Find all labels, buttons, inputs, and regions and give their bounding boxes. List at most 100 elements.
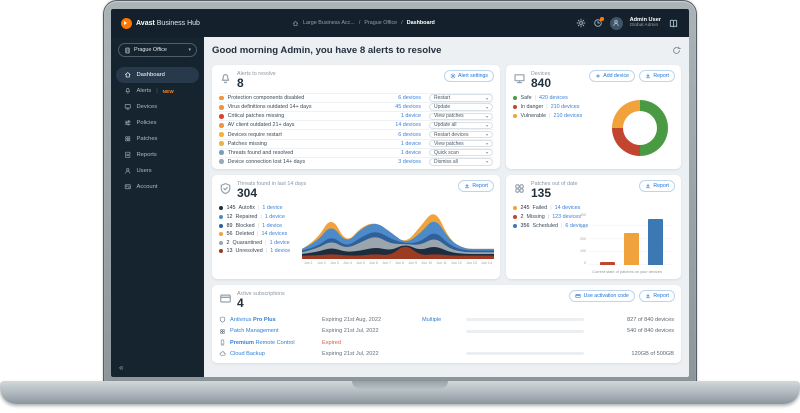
action-select[interactable]: View patches ▾ (429, 112, 493, 121)
subscription-name-link[interactable]: Patch Management (230, 328, 279, 335)
action-select[interactable]: Restart devices ▾ (429, 130, 493, 139)
sidebar-item[interactable]: Patches | (116, 131, 199, 147)
page-greeting: Good morning Admin, you have 8 alerts to… (212, 45, 442, 56)
devices-legend: Safe | 420 devices In danger | 210 devic… (513, 94, 674, 120)
patches-count: 135 (531, 186, 552, 201)
legend-devices-link[interactable]: 123 devices (552, 213, 581, 220)
breadcrumb-site[interactable]: Prague Office (364, 20, 398, 26)
sidebar-item-label: Alerts (136, 88, 152, 94)
sidebar: Prague Office ▾ Dashboard | (111, 37, 204, 377)
subscription-expiry: Expired (322, 339, 341, 346)
legend-row: 145 Autofix | 1 device (219, 204, 493, 213)
sidebar-item-icon (124, 135, 132, 143)
legend-devices-link[interactable]: 14 devices (554, 205, 581, 212)
alert-devices-link[interactable]: 1 device (400, 140, 421, 147)
alert-devices-link[interactable]: 6 devices (398, 95, 421, 102)
sidebar-item[interactable]: Account | (116, 179, 199, 195)
sidebar-item-icon (124, 87, 132, 95)
use-activation-code-button[interactable]: Use activation code (569, 290, 635, 302)
legend-devices-link[interactable]: 1 device (262, 222, 283, 229)
alert-devices-link[interactable]: 3 devices (398, 158, 421, 165)
subscription-row: Cloud Backup Expiring 21st Jul, 2022 120… (219, 348, 674, 359)
patches-card-title: Patches out of date (531, 181, 578, 187)
subscription-row: Patch Management Expiring 21st Jul, 2022… (219, 325, 674, 336)
sidebar-item[interactable]: Alerts | NEW (116, 83, 199, 99)
alert-devices-link[interactable]: 45 devices (395, 104, 421, 111)
sidebar-item[interactable]: Reports | (116, 147, 199, 163)
subscription-name-link[interactable]: Premium Remote Control (230, 339, 295, 346)
severity-icon (219, 132, 224, 137)
action-select[interactable]: Update ▾ (429, 103, 493, 112)
action-select[interactable]: Dismiss all ▾ (429, 157, 493, 166)
sidebar-item[interactable]: Users | (116, 163, 199, 179)
legend-devices-link[interactable]: 1 device (264, 213, 285, 220)
action-select[interactable]: Quick scan ▾ (429, 148, 493, 157)
alert-devices-link[interactable]: 6 devices (398, 131, 421, 138)
legend-devices-link[interactable]: 210 devices (553, 112, 583, 119)
subscription-name-link[interactable]: Antivirus Pro Plus (230, 316, 276, 323)
notifications-icon[interactable] (593, 17, 604, 28)
legend-dot (219, 240, 223, 245)
subscription-usage-value: 120GB of 500GB (631, 350, 674, 357)
subscriptions-report-button[interactable]: Report (638, 290, 675, 302)
alert-row: Device connection lost 14+ days 3 device… (219, 156, 493, 166)
alert-devices-link[interactable]: 1 device (400, 113, 421, 120)
legend-devices-link[interactable]: 420 devices (539, 95, 568, 102)
threats-report-button[interactable]: Report (457, 180, 494, 192)
brand-name: Avast Business Hub (136, 19, 200, 27)
devices-donut-chart (612, 100, 668, 156)
legend-devices-link[interactable]: 1 device (262, 205, 283, 212)
devices-report-button[interactable]: Report (638, 70, 675, 82)
bar-chart-bars (589, 213, 673, 265)
alert-settings-button[interactable]: Alert settings (443, 70, 494, 82)
alert-label: Threats found and resolved (227, 149, 294, 156)
brand-logo[interactable]: Avast Business Hub (121, 17, 200, 29)
action-select[interactable]: Restart ▾ (429, 94, 493, 102)
legend-devices-link[interactable]: 1 device (269, 239, 290, 246)
site-selector[interactable]: Prague Office ▾ (118, 43, 197, 57)
subscription-row: Antivirus Pro Plus Expiring 21st Aug, 20… (219, 314, 674, 325)
new-badge: NEW (162, 88, 174, 94)
sidebar-item-icon (124, 167, 132, 175)
legend-dot (219, 249, 223, 254)
legend-dot (219, 232, 223, 237)
legend-dot (513, 104, 517, 109)
subscription-name-link[interactable]: Cloud Backup (230, 350, 265, 357)
refresh-icon[interactable] (672, 46, 681, 55)
legend-devices-link[interactable]: 210 devices (550, 103, 580, 110)
legend-devices-link[interactable]: 14 devices (261, 231, 288, 238)
legend-row: 356 Scheduled | 6 devices (513, 221, 674, 230)
alert-row: Threats found and resolved 1 device Quic… (219, 147, 493, 157)
sidebar-collapse-button[interactable]: « (119, 363, 124, 372)
severity-icon (219, 159, 224, 165)
sidebar-item-label: Reports (136, 152, 157, 158)
sidebar-item-icon (124, 151, 132, 159)
legend-devices-link[interactable]: 1 device (270, 248, 291, 255)
subscription-multiple-link[interactable]: Multiple (422, 316, 442, 323)
alert-label: Devices require restart (227, 131, 282, 138)
alert-devices-link[interactable]: 14 devices (395, 122, 421, 129)
severity-icon (219, 95, 224, 101)
sidebar-item[interactable]: Devices | (116, 99, 199, 115)
breadcrumb-separator: / (401, 20, 403, 26)
subscription-usage-value: 827 of 840 devices (627, 316, 674, 323)
sidebar-item[interactable]: Policies | (116, 115, 199, 131)
breadcrumb-account[interactable]: Large Business Acc... (302, 20, 355, 26)
alert-devices-link[interactable]: 1 device (400, 149, 421, 156)
legend-row: 2 Quarantined | 1 device (219, 238, 493, 247)
legend-devices-link[interactable]: 6 devices (565, 222, 589, 229)
action-select[interactable]: Update all ▾ (429, 121, 493, 130)
help-book-icon[interactable] (668, 18, 679, 29)
alert-row: Critical patches missing 1 device View p… (219, 111, 493, 121)
sidebar-item[interactable]: Dashboard | (116, 67, 199, 83)
add-device-button[interactable]: Add device (588, 70, 635, 82)
settings-gear-icon[interactable] (576, 18, 586, 28)
user-info[interactable]: Admin User Global Admin (630, 17, 661, 29)
action-select[interactable]: View patches ▾ (429, 139, 493, 148)
patches-report-button[interactable]: Report (638, 180, 675, 192)
bar-scheduled (647, 218, 663, 265)
avatar[interactable] (609, 16, 623, 30)
subscriptions-card: Active subscriptions 4 Use activation co… (212, 285, 681, 363)
main-content: Good morning Admin, you have 8 alerts to… (204, 37, 689, 377)
